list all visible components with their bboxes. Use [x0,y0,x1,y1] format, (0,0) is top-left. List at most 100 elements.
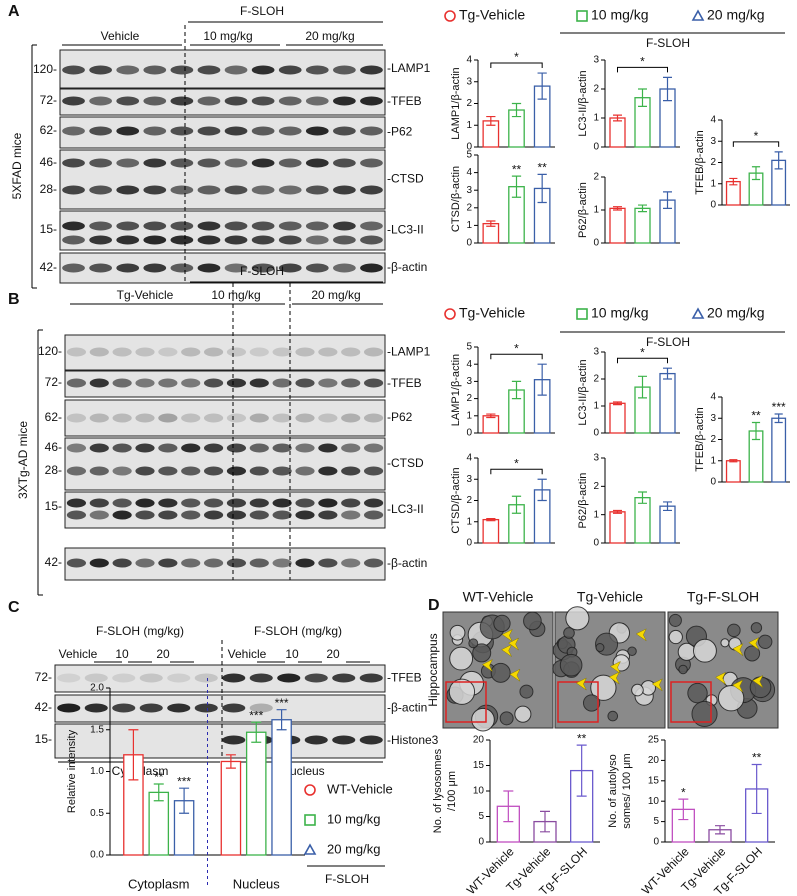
blot-strip [64,437,386,491]
blot-band [341,413,361,423]
group-label: F-SLOH (mg/kg) [254,624,342,638]
error-bar [729,177,738,186]
legend-label: 20 mg/kg [707,305,765,321]
y-tick-label: 2 [466,393,472,404]
em-texture [692,638,717,663]
y-tick-label: 3 [710,413,716,424]
blot-band [158,443,178,453]
blot-band [360,221,383,231]
legend-marker [691,9,705,21]
blot-band [203,378,224,388]
arrowhead [715,671,727,685]
sig-label: ** [752,751,762,765]
dose-label: Vehicle [59,647,98,661]
mw-marker: 42- [45,555,62,569]
arrowhead [732,679,744,693]
legend-marker [304,784,316,796]
blot-band [170,65,194,75]
blot-band [318,558,338,568]
blot-band [251,158,275,168]
em-texture [727,623,741,638]
blot-band [278,263,302,273]
arrowhead [732,643,744,656]
bar [220,760,242,856]
y-tick-label: 15 [648,775,660,786]
y-tick-label: 1 [593,113,599,124]
y-tick-label: 2 [466,98,472,109]
blot-band [143,235,167,245]
blot-band [363,413,384,423]
blot-strip [64,491,386,529]
blot-band [333,221,356,231]
y-tick-label: 1.5 [90,724,104,735]
blot-band [272,466,292,476]
blot-band [224,126,248,136]
blot-band [135,510,155,520]
blot-band [143,263,167,273]
sig-bracket [617,357,668,364]
arrowhead [609,660,622,674]
blot-band [66,378,87,388]
blot-band [167,703,191,713]
y-tick-label: 1 [466,120,472,131]
blot-band [89,158,112,168]
blot-band [272,443,292,453]
legend-marker [444,10,456,22]
error-bar [715,825,725,835]
bar [634,497,651,544]
em-texture [744,645,761,662]
blot-band [197,158,221,168]
blot-band [89,558,109,568]
protein-label: -β-actin [387,556,427,570]
bar [659,372,676,434]
blot-band [197,263,221,273]
arrowhead [651,678,663,692]
blot-band [249,498,269,508]
blot-band [226,378,247,388]
blot-band [158,558,178,568]
y-tick-label: 20 [648,755,660,766]
blot-band [363,498,384,508]
blot-band [112,498,132,508]
y-tick-label: 1 [466,410,472,421]
blot-band [181,378,201,388]
blot-band [305,65,329,75]
blot-band [333,235,356,245]
legend-marker [444,308,456,320]
y-tick-label: 15 [473,760,485,771]
blot-band [170,158,194,168]
error-bar [537,363,547,396]
blot-band [89,221,112,231]
error-bar [774,151,783,170]
em-texture [493,614,511,633]
em-texture [678,664,688,675]
legend-label: 10 mg/kg [327,811,380,826]
blot-band [116,158,140,168]
error-bar [751,421,761,441]
blot-band [203,466,224,476]
blot-band [363,443,384,453]
blot-band [341,498,361,508]
blot-band [158,498,178,508]
blot-band [112,413,132,423]
blot-band [278,221,302,231]
y-tick-label: 2.0 [90,683,104,694]
blot-strip [59,252,386,284]
em-texture [563,627,575,639]
blot-band [277,673,301,683]
y-tick-label: 0 [593,238,599,249]
x-tick-label: Nucleus [233,876,280,891]
blot-band [135,498,155,508]
blot-band [89,347,109,357]
mw-marker: 46- [40,155,57,169]
blot-band [203,443,224,453]
arrowhead [501,644,513,657]
em-texture [499,711,514,726]
sig-label: * [754,129,759,143]
blot-band [249,510,269,520]
bar [609,511,626,544]
group-label: 10 mg/kg [211,288,260,302]
blot-band [332,735,356,745]
blot-band [251,185,275,195]
